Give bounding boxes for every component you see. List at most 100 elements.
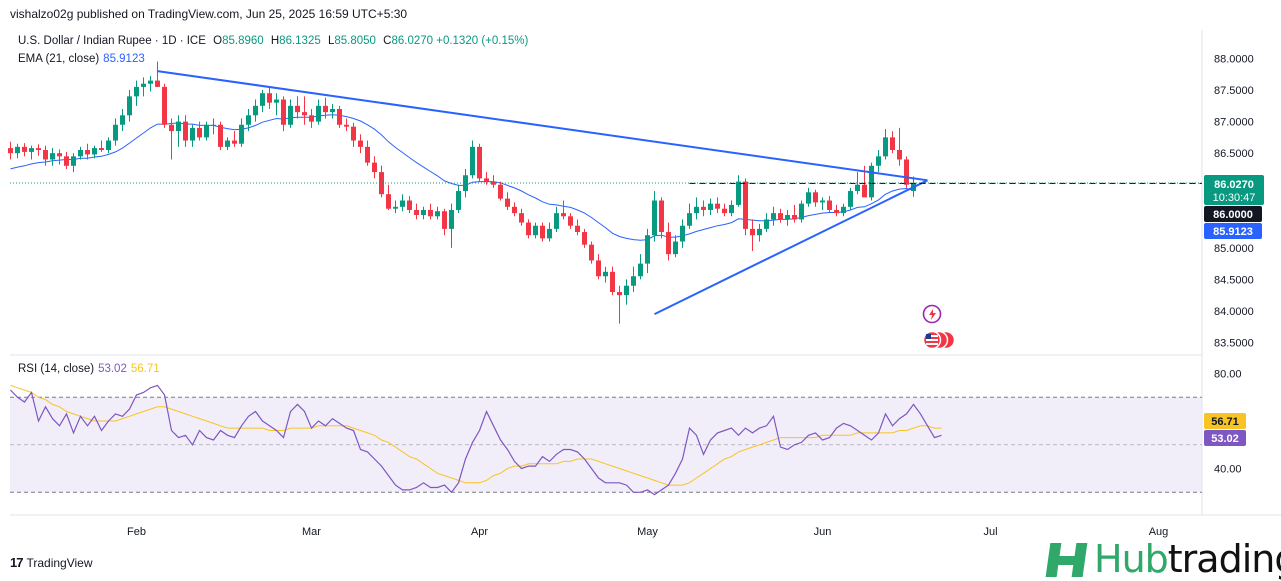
candle	[148, 76, 153, 92]
time-tick-label: Feb	[127, 526, 146, 538]
symbol-title[interactable]: U.S. Dollar / Indian Rupee · 1D · ICE	[18, 35, 206, 47]
candle	[554, 206, 559, 233]
candle	[414, 203, 419, 220]
candle	[876, 150, 881, 173]
event-flash-icon[interactable]	[922, 304, 942, 324]
rsi-legend[interactable]: RSI (14, close) 53.02 56.71	[18, 363, 160, 375]
candle	[785, 209, 790, 226]
candle	[827, 196, 832, 214]
candle	[799, 200, 804, 223]
candle	[344, 118, 349, 132]
open-value: 85.8960	[222, 35, 264, 47]
countdown-text: 10:30:47	[1213, 192, 1256, 204]
candle	[652, 191, 657, 242]
candle	[757, 223, 762, 242]
rsi-ma-line	[10, 384, 942, 486]
candle	[862, 165, 867, 198]
candle	[526, 219, 531, 239]
candle	[323, 97, 328, 119]
rsi-badge-text: 53.02	[1211, 433, 1239, 445]
candle	[407, 196, 412, 214]
candle	[743, 178, 748, 236]
candle	[736, 175, 741, 207]
time-tick-label: Aug	[1149, 526, 1169, 538]
candle	[568, 213, 573, 229]
candle	[834, 204, 839, 217]
candle	[190, 124, 195, 147]
candle	[883, 129, 888, 160]
candle	[659, 197, 664, 239]
level-text: 86.0000	[1213, 209, 1253, 221]
candle	[365, 140, 370, 166]
candle	[218, 121, 223, 151]
candle	[36, 144, 41, 156]
ema-line	[10, 114, 914, 241]
candle	[848, 187, 853, 210]
candle	[400, 194, 405, 212]
ema-legend[interactable]: EMA (21, close) 85.9123	[18, 53, 145, 65]
low-label: L	[327, 35, 335, 47]
candle	[379, 165, 384, 198]
candle	[498, 181, 503, 201]
candle	[694, 197, 699, 220]
candle	[99, 140, 104, 152]
candle	[309, 108, 314, 128]
time-tick-label: Jun	[814, 526, 832, 538]
candle	[316, 99, 321, 125]
candle	[260, 90, 265, 113]
candle	[57, 149, 62, 165]
last-price-text: 86.0270	[1214, 179, 1254, 191]
candle	[890, 131, 895, 154]
price-tick-label: 84.5000	[1214, 274, 1254, 286]
economic-flags-icon[interactable]	[922, 330, 956, 350]
badge-rsi: 53.02	[1204, 430, 1246, 446]
candle	[267, 86, 272, 109]
candle	[778, 208, 783, 223]
candle	[540, 222, 545, 242]
candle	[106, 137, 111, 154]
tradingview-footer[interactable]: 17 TradingView	[10, 555, 93, 570]
candle	[351, 122, 356, 147]
time-tick-label: Apr	[471, 526, 488, 538]
candle	[561, 200, 566, 220]
candle	[232, 131, 237, 147]
price-tick-label: 85.0000	[1214, 243, 1254, 255]
ema-badge-text: 85.9123	[1213, 226, 1253, 238]
close-label: C	[383, 35, 392, 47]
candle	[722, 203, 727, 217]
candle	[302, 96, 307, 125]
candle	[715, 197, 720, 214]
candle	[372, 156, 377, 179]
candle	[631, 266, 636, 293]
rsi-ma-value: 56.71	[130, 363, 160, 375]
trendline[interactable]	[157, 70, 928, 182]
candle	[162, 83, 167, 128]
candle	[589, 241, 594, 264]
candle	[512, 202, 517, 217]
trendline[interactable]	[654, 179, 928, 315]
candle	[897, 127, 902, 166]
rsi-value: 53.02	[98, 363, 127, 375]
candle	[666, 222, 671, 261]
candle	[29, 145, 34, 160]
candle	[253, 99, 258, 122]
candle	[484, 172, 489, 185]
badge-last-price: 86.0270 10:30:47	[1204, 175, 1264, 205]
time-tick-label: May	[637, 526, 658, 538]
candle	[141, 77, 146, 97]
candle	[750, 219, 755, 251]
hub-word: Hub	[1094, 537, 1169, 581]
candle	[680, 219, 685, 248]
candle	[505, 192, 510, 210]
candle	[386, 184, 391, 210]
time-tick-label: Jul	[983, 526, 997, 538]
candle	[155, 61, 160, 87]
candle	[120, 108, 125, 132]
candle	[491, 175, 496, 188]
time-tick-label: Mar	[302, 526, 321, 538]
change-value: +0.1320 (+0.15%)	[436, 35, 529, 47]
candle	[645, 228, 650, 274]
price-legend: U.S. Dollar / Indian Rupee · 1D · ICE O8…	[18, 35, 528, 47]
candle	[904, 156, 909, 188]
